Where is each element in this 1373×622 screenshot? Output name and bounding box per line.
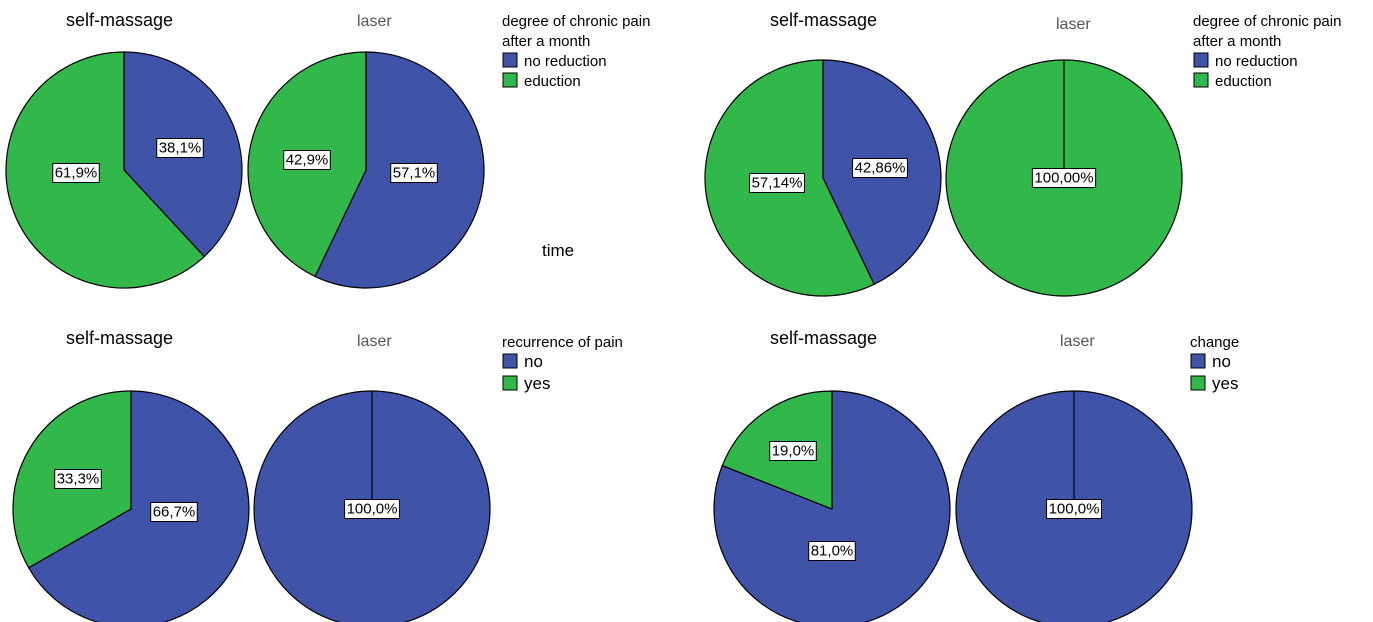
data-label-2-0-0: 66,7% xyxy=(150,502,198,522)
pie-0-0: 38,1% 61,9% xyxy=(5,51,243,289)
pie-3-0: 81,0% 19,0% xyxy=(713,390,951,622)
legend-swatch xyxy=(502,52,518,68)
legend-title: after a month xyxy=(502,33,590,50)
svg-text:38,1%: 38,1% xyxy=(159,140,202,157)
legend-swatch xyxy=(1193,52,1209,68)
pie-3-0-slice-0 xyxy=(713,390,951,622)
svg-text:57,14%: 57,14% xyxy=(752,175,803,192)
pie-0-0-slice-1 xyxy=(5,51,205,289)
legend-title: degree of chronic pain xyxy=(502,13,650,30)
svg-text:42,9%: 42,9% xyxy=(286,152,329,169)
svg-text:100,0%: 100,0% xyxy=(1049,501,1100,518)
pie-2-0: 66,7% 33,3% xyxy=(12,390,250,622)
panel-0: 38,1% 61,9% self-massage 57,1% 42,9% laser deg… xyxy=(5,10,650,289)
legend-item: yes xyxy=(524,374,550,393)
svg-text:42,86%: 42,86% xyxy=(855,160,906,177)
legend-item: yes xyxy=(1212,374,1238,393)
pie-title: self-massage xyxy=(770,10,877,30)
legend-title: recurrence of pain xyxy=(502,334,623,351)
legend-swatch xyxy=(502,375,518,391)
data-label-3-0-1: 19,0% xyxy=(769,441,817,461)
legend-swatch xyxy=(502,353,518,369)
pie-title: laser xyxy=(1056,16,1091,33)
legend-item: eduction xyxy=(1215,73,1272,90)
legend-swatch xyxy=(1193,72,1209,88)
data-label-0-1-0: 57,1% xyxy=(390,163,438,183)
center-note: time xyxy=(542,241,574,260)
pie-0-1: 57,1% 42,9% xyxy=(247,51,485,289)
svg-text:100,00%: 100,00% xyxy=(1034,170,1093,187)
pie-1-0: 42,86% 57,14% xyxy=(704,59,942,297)
data-label-3-0-0: 81,0% xyxy=(808,541,856,561)
data-label-2-1-0: 100,0% xyxy=(344,499,400,519)
svg-text:19,0%: 19,0% xyxy=(772,443,815,460)
legend-1: degree of chronic pain after a month no re… xyxy=(1193,13,1341,90)
legend-title: degree of chronic pain xyxy=(1193,13,1341,30)
pie-1-1: 100,00% xyxy=(945,59,1183,297)
data-label-3-1-0: 100,0% xyxy=(1046,499,1102,519)
pie-title: laser xyxy=(1060,333,1095,350)
pie-3-1: 100,0% xyxy=(955,390,1193,622)
legend-title: after a month xyxy=(1193,33,1281,50)
data-label-1-0-0: 42,86% xyxy=(852,158,908,178)
legend-item: no reduction xyxy=(1215,53,1298,70)
pie-title: laser xyxy=(357,13,392,30)
svg-text:33,3%: 33,3% xyxy=(57,471,100,488)
legend-item: no xyxy=(1212,352,1231,371)
panel-1: 42,86% 57,14% self-massage 100,00% laser degr… xyxy=(704,10,1341,297)
panel-2: 66,7% 33,3% self-massage 100,0% laser recurre… xyxy=(12,328,623,622)
pie-title: self-massage xyxy=(66,10,173,30)
svg-text:57,1%: 57,1% xyxy=(393,165,436,182)
pie-title: self-massage xyxy=(770,328,877,348)
data-label-0-0-0: 38,1% xyxy=(156,138,204,158)
data-label-0-0-1: 61,9% xyxy=(52,163,100,183)
svg-text:66,7%: 66,7% xyxy=(153,504,196,521)
panel-3: 81,0% 19,0% self-massage 100,0% laser changen… xyxy=(713,328,1239,622)
pie-title: self-massage xyxy=(66,328,173,348)
svg-text:61,9%: 61,9% xyxy=(55,165,98,182)
data-label-0-1-1: 42,9% xyxy=(283,150,331,170)
data-label-1-1-1: 100,00% xyxy=(1031,168,1097,188)
legend-0: degree of chronic pain after a month no re… xyxy=(502,13,650,90)
data-label-2-0-1: 33,3% xyxy=(54,469,102,489)
data-label-1-0-1: 57,14% xyxy=(749,173,805,193)
legend-swatch xyxy=(1190,375,1206,391)
svg-text:81,0%: 81,0% xyxy=(811,543,854,560)
pie-title: laser xyxy=(357,333,392,350)
pie-2-0-slice-0 xyxy=(28,390,250,622)
legend-item: eduction xyxy=(524,73,581,90)
legend-swatch xyxy=(1190,353,1206,369)
legend-item: no reduction xyxy=(524,53,607,70)
legend-swatch xyxy=(502,72,518,88)
legend-title: change xyxy=(1190,334,1239,351)
svg-text:100,0%: 100,0% xyxy=(347,501,398,518)
legend-item: no xyxy=(524,352,543,371)
pie-2-1: 100,0% xyxy=(253,390,491,622)
